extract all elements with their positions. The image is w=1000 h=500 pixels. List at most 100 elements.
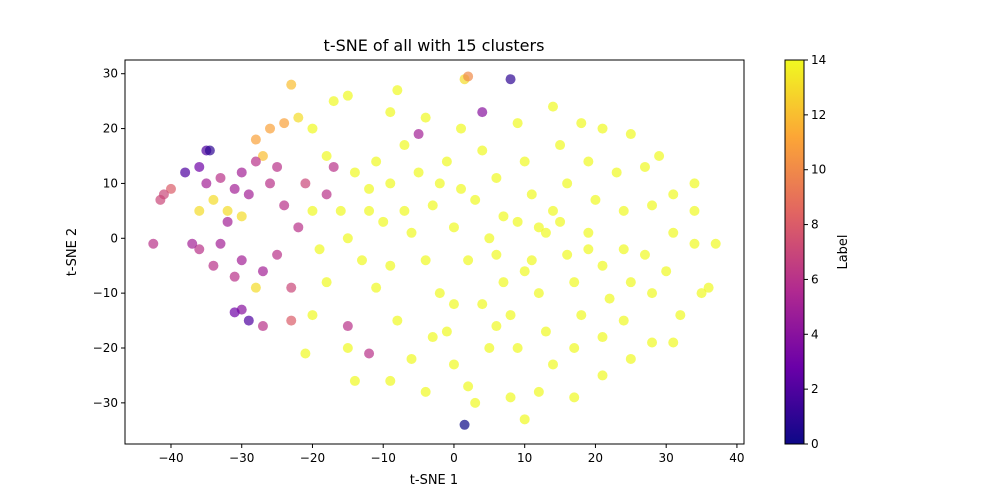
- data-point: [250, 282, 261, 293]
- data-point: [349, 375, 360, 386]
- data-point: [420, 255, 431, 266]
- data-point: [703, 282, 714, 293]
- colorbar-tick-label: 14: [811, 53, 826, 67]
- data-point: [675, 310, 686, 321]
- data-point: [434, 178, 445, 189]
- data-point: [639, 249, 650, 260]
- data-point: [364, 205, 375, 216]
- data-point: [540, 227, 551, 238]
- data-point: [441, 156, 452, 167]
- data-point: [215, 238, 226, 249]
- data-point: [569, 277, 580, 288]
- data-point: [236, 255, 247, 266]
- data-point: [272, 161, 283, 172]
- data-point: [293, 222, 304, 233]
- y-tick-label: −10: [93, 286, 118, 300]
- data-point: [208, 194, 219, 205]
- data-point: [204, 145, 215, 156]
- data-point: [555, 216, 566, 227]
- data-point: [689, 238, 700, 249]
- data-point: [180, 167, 191, 178]
- data-point: [208, 260, 219, 271]
- data-point: [371, 156, 382, 167]
- data-point: [155, 194, 166, 205]
- chart-title: t-SNE of all with 15 clusters: [324, 36, 545, 55]
- data-point: [148, 238, 159, 249]
- data-point: [498, 211, 509, 222]
- colorbar: [784, 59, 805, 445]
- data-point: [392, 315, 403, 326]
- data-point: [547, 101, 558, 112]
- data-point: [625, 129, 636, 140]
- colorbar-tick-label: 4: [811, 327, 819, 341]
- data-point: [597, 370, 608, 381]
- data-point: [463, 255, 474, 266]
- data-point: [456, 183, 467, 194]
- data-point: [342, 233, 353, 244]
- data-point: [583, 156, 594, 167]
- data-point: [342, 90, 353, 101]
- data-point: [477, 145, 488, 156]
- colorbar-ticks: 0 2 4 6 8 10 12 14: [804, 53, 826, 451]
- data-point: [243, 315, 254, 326]
- x-tick-label: −30: [229, 451, 254, 465]
- plot-frame: [124, 59, 745, 445]
- data-point: [512, 343, 523, 353]
- data-point: [668, 227, 679, 238]
- data-point: [491, 172, 502, 183]
- data-point: [385, 178, 396, 189]
- data-point: [187, 238, 198, 249]
- data-point: [696, 288, 707, 299]
- data-point: [378, 216, 389, 227]
- data-point: [625, 277, 636, 288]
- data-point: [654, 151, 665, 161]
- data-point: [625, 353, 636, 364]
- x-tick-label: 20: [588, 451, 603, 465]
- colorbar-label: Label: [836, 234, 851, 269]
- points-layer: [148, 71, 721, 430]
- data-point: [576, 118, 587, 129]
- data-point: [286, 315, 297, 326]
- data-point: [459, 419, 470, 430]
- data-point: [250, 156, 261, 167]
- data-point: [300, 348, 311, 359]
- data-point: [512, 216, 523, 227]
- x-axis-label: t-SNE 1: [410, 473, 458, 488]
- data-point: [448, 222, 459, 233]
- data-point: [647, 200, 658, 211]
- data-point: [335, 205, 346, 216]
- x-tick-label: −40: [158, 451, 183, 465]
- data-point: [272, 249, 283, 260]
- data-point: [307, 123, 318, 134]
- data-point: [286, 282, 297, 293]
- data-point: [477, 107, 488, 118]
- data-point: [456, 123, 467, 134]
- data-point: [668, 189, 679, 200]
- data-point: [385, 375, 396, 386]
- data-point: [562, 249, 573, 260]
- data-point: [540, 326, 551, 337]
- x-tick-label: 30: [659, 451, 674, 465]
- x-tick-label: −20: [300, 451, 325, 465]
- data-point: [257, 321, 268, 332]
- data-point: [265, 178, 276, 189]
- data-point: [661, 266, 672, 277]
- data-point: [250, 134, 261, 145]
- data-point: [583, 227, 594, 238]
- data-point: [236, 167, 247, 178]
- data-point: [434, 288, 445, 299]
- data-point: [498, 277, 509, 288]
- x-tick-label: 0: [450, 451, 458, 465]
- colorbar-tick-label: 8: [811, 218, 819, 232]
- data-point: [689, 205, 700, 216]
- data-point: [519, 156, 530, 167]
- data-point: [406, 353, 417, 364]
- data-point: [342, 343, 353, 353]
- data-point: [307, 205, 318, 216]
- data-point: [265, 123, 276, 134]
- data-point: [286, 79, 297, 90]
- data-point: [618, 315, 629, 326]
- data-point: [300, 178, 311, 189]
- data-point: [505, 74, 516, 85]
